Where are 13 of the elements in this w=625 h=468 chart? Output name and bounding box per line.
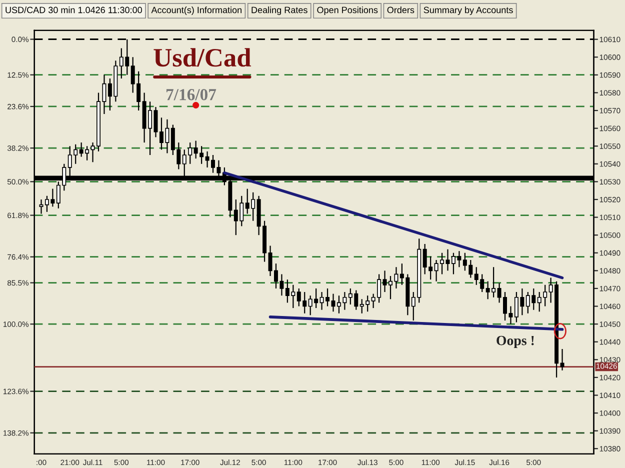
text: Open Positions (317, 6, 378, 15)
text: Orders (387, 6, 414, 14)
text: Summary by Accounts (424, 6, 513, 15)
candlestick (560, 348, 564, 371)
candlestick (154, 106, 158, 138)
candlestick (446, 248, 450, 272)
annotation: 7/16/07 (166, 88, 216, 100)
annotation: Oops ! (496, 336, 534, 348)
text: Dealing Rates (252, 6, 308, 15)
annotation: Usd/Cad (154, 48, 252, 67)
candlestick (39, 198, 44, 214)
text: Account(s) Information (151, 6, 242, 15)
chart-title: USD/CAD 30 min 1.0426 11:30:00 (6, 6, 142, 14)
